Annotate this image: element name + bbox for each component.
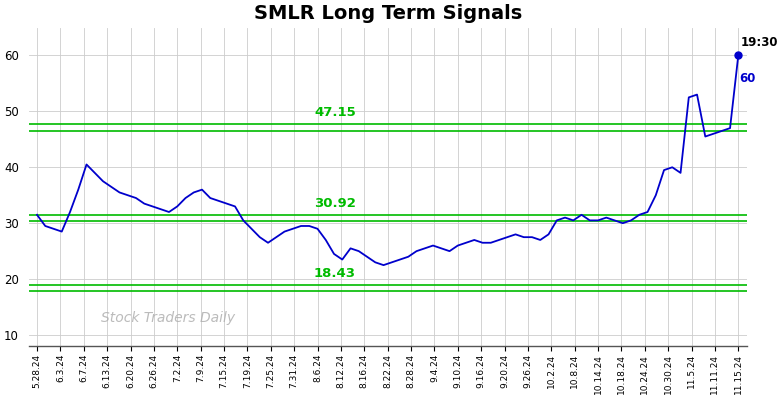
- Text: 18.43: 18.43: [314, 267, 356, 280]
- Text: 60: 60: [739, 72, 756, 85]
- Text: 30.92: 30.92: [314, 197, 356, 210]
- Text: 19:30: 19:30: [741, 35, 779, 49]
- Text: 47.15: 47.15: [314, 107, 356, 119]
- Title: SMLR Long Term Signals: SMLR Long Term Signals: [253, 4, 522, 23]
- Text: Stock Traders Daily: Stock Traders Daily: [100, 310, 234, 324]
